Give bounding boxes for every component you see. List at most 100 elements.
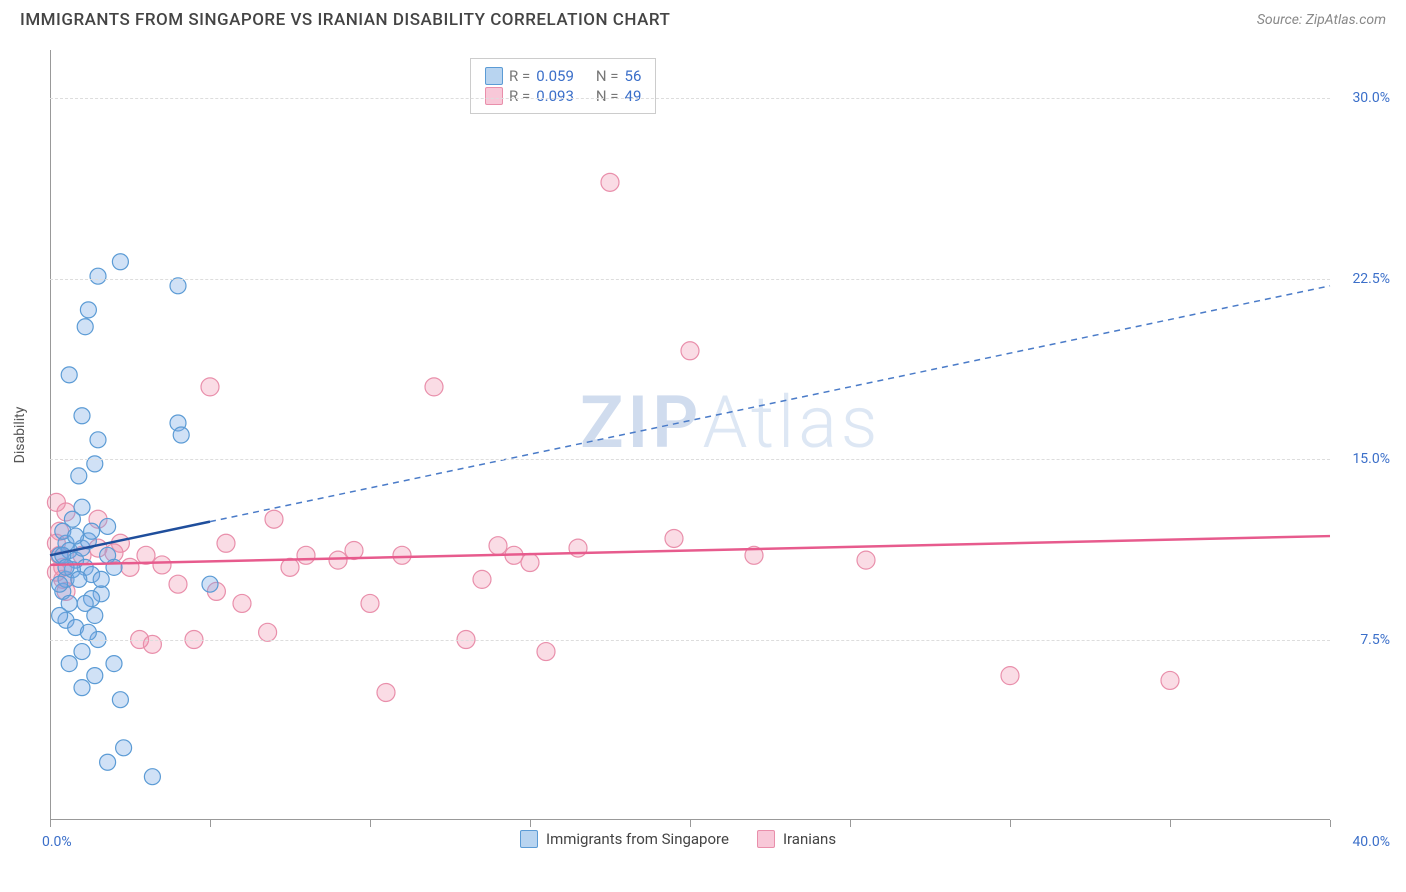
scatter-point	[1001, 667, 1019, 685]
scatter-point	[143, 635, 161, 653]
scatter-point	[297, 546, 315, 564]
scatter-point	[77, 595, 93, 611]
source-attribution: Source: ZipAtlas.com	[1257, 12, 1386, 28]
scatter-point	[153, 556, 171, 574]
scatter-point	[74, 680, 90, 696]
scatter-point	[84, 523, 100, 539]
scatter-point	[170, 278, 186, 294]
r-label: R =	[509, 87, 530, 105]
y-tick-label: 22.5%	[1352, 271, 1390, 287]
n-value: 49	[625, 87, 642, 105]
scatter-point	[74, 644, 90, 660]
scatter-point	[393, 546, 411, 564]
x-tick	[1170, 820, 1171, 827]
x-tick	[530, 820, 531, 827]
scatter-point	[173, 427, 189, 443]
legend-swatch-pink	[757, 830, 775, 848]
scatter-point	[144, 769, 160, 785]
trend-line	[50, 536, 1330, 565]
scatter-point	[93, 571, 109, 587]
scatter-point	[601, 173, 619, 191]
scatter-point	[90, 268, 106, 284]
scatter-point	[233, 594, 251, 612]
scatter-point	[361, 594, 379, 612]
x-tick	[1330, 820, 1331, 827]
correlation-legend: R = 0.059 N = 56 R = 0.093 N = 49	[470, 58, 656, 114]
legend-swatch-pink	[485, 87, 503, 105]
x-start-label: 0.0%	[42, 834, 72, 850]
scatter-point	[473, 570, 491, 588]
gridline	[50, 640, 1330, 641]
scatter-point	[52, 576, 68, 592]
scatter-point	[857, 551, 875, 569]
scatter-point	[1161, 671, 1179, 689]
x-tick	[50, 820, 51, 827]
scatter-point	[112, 254, 128, 270]
y-tick-label: 30.0%	[1352, 90, 1390, 106]
scatter-point	[106, 559, 122, 575]
series-legend: Immigrants from Singapore Iranians	[520, 830, 836, 848]
scatter-point	[681, 342, 699, 360]
n-value: 56	[625, 67, 642, 85]
y-tick-label: 7.5%	[1360, 632, 1390, 648]
y-tick-label: 15.0%	[1352, 451, 1390, 467]
x-tick	[690, 820, 691, 827]
scatter-point	[71, 468, 87, 484]
scatter-point	[112, 692, 128, 708]
scatter-point	[52, 607, 68, 623]
scatter-point	[489, 537, 507, 555]
x-end-label: 40.0%	[1352, 834, 1390, 850]
scatter-point	[265, 510, 283, 528]
legend-row-blue: R = 0.059 N = 56	[485, 67, 641, 85]
x-tick	[370, 820, 371, 827]
scatter-point	[202, 576, 218, 592]
x-tick	[210, 820, 211, 827]
scatter-point	[58, 559, 74, 575]
legend-row-pink: R = 0.093 N = 49	[485, 87, 641, 105]
r-value: 0.059	[536, 67, 574, 85]
scatter-point	[217, 534, 235, 552]
r-label: R =	[509, 67, 530, 85]
scatter-point	[68, 528, 84, 544]
n-label: N =	[596, 67, 619, 85]
legend-item-blue: Immigrants from Singapore	[520, 830, 729, 848]
scatter-point	[106, 656, 122, 672]
gridline	[50, 459, 1330, 460]
trend-line	[210, 286, 1330, 522]
scatter-point	[74, 408, 90, 424]
y-axis-label: Disability	[12, 407, 28, 464]
legend-label: Immigrants from Singapore	[546, 830, 729, 848]
legend-swatch-blue	[520, 830, 538, 848]
scatter-point	[87, 668, 103, 684]
scatter-point	[425, 378, 443, 396]
legend-swatch-blue	[485, 67, 503, 85]
scatter-point	[116, 740, 132, 756]
chart-title: IMMIGRANTS FROM SINGAPORE VS IRANIAN DIS…	[20, 10, 670, 30]
scatter-point	[111, 534, 129, 552]
scatter-point	[281, 558, 299, 576]
x-tick	[1010, 820, 1011, 827]
scatter-point	[80, 624, 96, 640]
scatter-point	[521, 554, 539, 572]
scatter-point	[80, 302, 96, 318]
scatter-point	[61, 656, 77, 672]
scatter-point	[169, 575, 187, 593]
scatter-point	[377, 683, 395, 701]
scatter-point	[90, 432, 106, 448]
scatter-point	[100, 518, 116, 534]
scatter-point	[121, 558, 139, 576]
scatter-point	[329, 551, 347, 569]
chart-area: Disability ZIPAtlas R = 0.059 N = 56 R =…	[50, 50, 1330, 820]
scatter-point	[71, 571, 87, 587]
scatter-point	[100, 754, 116, 770]
legend-label: Iranians	[783, 830, 836, 848]
scatter-point	[61, 367, 77, 383]
scatter-point	[47, 493, 65, 511]
scatter-point	[77, 319, 93, 335]
r-value: 0.093	[536, 87, 574, 105]
gridline	[50, 279, 1330, 280]
n-label: N =	[596, 87, 619, 105]
legend-item-pink: Iranians	[757, 830, 836, 848]
scatter-point	[665, 529, 683, 547]
scatter-point	[201, 378, 219, 396]
